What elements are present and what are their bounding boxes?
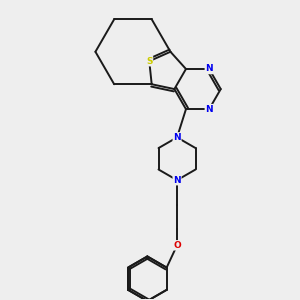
Text: N: N bbox=[173, 176, 181, 185]
Text: N: N bbox=[205, 105, 213, 114]
Text: N: N bbox=[205, 64, 213, 74]
Text: O: O bbox=[173, 241, 181, 250]
Text: N: N bbox=[173, 133, 181, 142]
Text: S: S bbox=[146, 57, 152, 66]
